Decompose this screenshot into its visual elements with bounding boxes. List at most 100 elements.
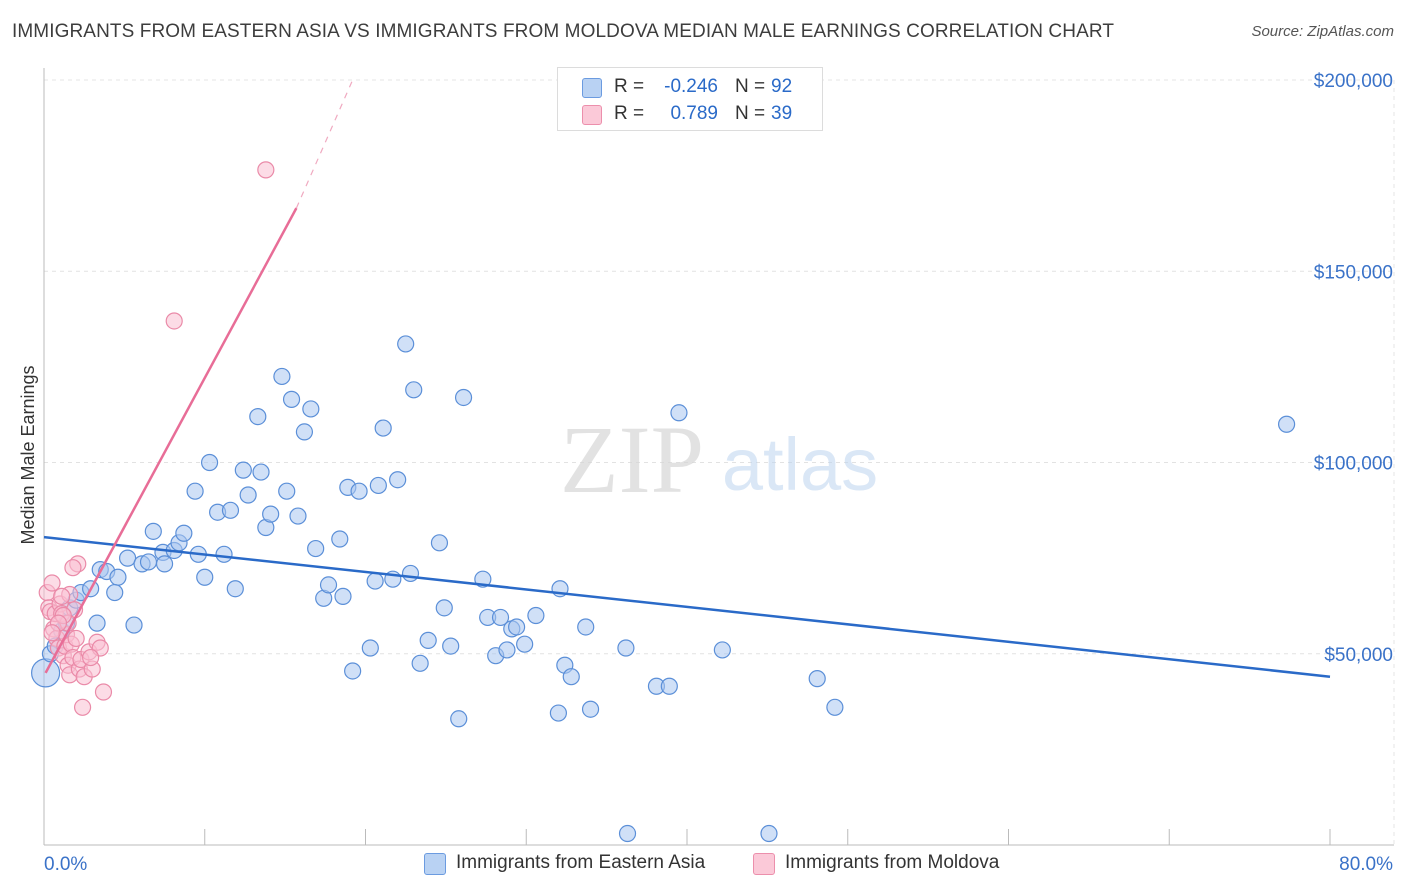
trend-line-eastern-asia [43, 535, 1331, 678]
legend-r-value: 0.789 [670, 103, 718, 124]
eastern-asia-point [307, 539, 325, 558]
chart-title: IMMIGRANTS FROM EASTERN ASIA VS IMMIGRAN… [12, 21, 1115, 42]
eastern-asia-point [562, 668, 580, 686]
eastern-asia-point [430, 534, 449, 552]
eastern-asia-point [549, 704, 568, 722]
legend-r-label: R = [614, 76, 645, 97]
legend-swatch-moldova [753, 853, 775, 875]
eastern-asia-point [617, 639, 635, 657]
legend-row-moldova: R = 0.789 N = 39 [558, 101, 822, 129]
legend-row-eastern-asia: R = -0.246 N = 92 [558, 74, 822, 102]
eastern-asia-point [125, 616, 143, 634]
legend-swatch-eastern-asia [424, 853, 446, 875]
correlation-legend: R = -0.246 N = 92 R = 0.789 N = 39 [557, 67, 823, 131]
eastern-asia-point [405, 381, 423, 399]
eastern-asia-point [670, 404, 688, 422]
trend-line-moldova-extension [295, 79, 354, 209]
eastern-asia-point [397, 335, 415, 353]
eastern-asia-point [278, 482, 296, 500]
eastern-asia-point [1277, 415, 1296, 433]
eastern-asia-point [88, 614, 106, 632]
eastern-asia-point [118, 549, 137, 567]
eastern-asia-point [618, 824, 637, 843]
eastern-asia-point [249, 408, 267, 426]
eastern-asia-point [577, 618, 595, 636]
legend-n-label: N = [735, 103, 766, 124]
eastern-asia-point [713, 641, 731, 659]
eastern-asia-point [215, 545, 233, 563]
eastern-asia-point [581, 700, 600, 718]
eastern-asia-point [516, 635, 534, 653]
moldova-point [43, 574, 61, 592]
eastern-asia-point [252, 463, 270, 481]
axes [43, 68, 1394, 846]
watermark-atlas: atlas [722, 423, 878, 506]
eastern-asia-point [196, 568, 214, 586]
moldova-point [67, 629, 85, 648]
eastern-asia-point [319, 576, 338, 594]
eastern-asia-point [175, 524, 193, 542]
eastern-asia-point [508, 618, 526, 636]
eastern-asia-point [374, 419, 392, 437]
series-moldova-points [38, 161, 275, 716]
legend-swatch-moldova [582, 105, 602, 125]
legend-swatch-eastern-asia [582, 78, 602, 98]
eastern-asia-point [155, 555, 174, 573]
eastern-asia-point [186, 482, 204, 500]
y-tick-label: $100,000 [1314, 454, 1393, 475]
eastern-asia-point [302, 400, 320, 418]
legend-n-label: N = [735, 76, 766, 97]
legend-r-label: R = [614, 103, 645, 124]
eastern-asia-point [350, 482, 368, 500]
legend-n-value: 92 [771, 76, 793, 97]
eastern-asia-point [660, 677, 678, 695]
eastern-asia-point [226, 580, 244, 598]
eastern-asia-point [282, 390, 301, 408]
eastern-asia-point [442, 637, 460, 655]
x-tick-labels: 0.0% 80.0% [44, 854, 1393, 875]
eastern-asia-point [361, 639, 379, 657]
eastern-asia-point [200, 453, 219, 472]
source-credit: Source: ZipAtlas.com [1251, 23, 1394, 40]
eastern-asia-point [826, 698, 844, 716]
eastern-asia-point [454, 388, 473, 407]
series-legend: Immigrants from Eastern Asia Immigrants … [0, 851, 1406, 879]
eastern-asia-point [234, 461, 252, 479]
eastern-asia-point [334, 587, 352, 605]
y-tick-label: $200,000 [1314, 71, 1393, 92]
eastern-asia-point [498, 641, 516, 659]
moldova-point [53, 587, 71, 605]
eastern-asia-point [369, 476, 387, 495]
legend-label-eastern-asia: Immigrants from Eastern Asia [456, 852, 706, 873]
eastern-asia-point [295, 423, 314, 441]
moldova-point [82, 648, 100, 667]
y-axis-label: Median Male Earnings [18, 365, 38, 544]
eastern-asia-point [491, 608, 510, 627]
eastern-asia-point [109, 568, 127, 586]
trend-line-moldova [44, 207, 298, 674]
legend-label-moldova: Immigrants from Moldova [785, 852, 1000, 873]
eastern-asia-point [366, 572, 384, 590]
watermark-zip: ZIP [560, 406, 704, 513]
moldova-point [73, 698, 92, 716]
eastern-asia-point [389, 471, 407, 489]
moldova-point [257, 161, 275, 179]
eastern-asia-point [331, 530, 349, 548]
eastern-asia-point [527, 606, 545, 625]
eastern-asia-point [139, 553, 158, 571]
eastern-asia-point [419, 631, 437, 649]
eastern-asia-point [106, 583, 124, 602]
y-tick-label: $150,000 [1314, 262, 1393, 283]
x-tick-label-max: 80.0% [1339, 854, 1393, 875]
moldova-point [165, 312, 183, 330]
eastern-asia-point [273, 367, 291, 386]
eastern-asia-point [239, 486, 257, 504]
eastern-asia-point [144, 522, 162, 540]
eastern-asia-point [450, 710, 468, 728]
legend-n-value: 39 [771, 103, 793, 124]
eastern-asia-point [760, 824, 778, 843]
eastern-asia-point [435, 599, 453, 617]
eastern-asia-point [808, 670, 826, 688]
eastern-asia-point [262, 505, 280, 523]
watermark: ZIP atlas [560, 406, 878, 513]
